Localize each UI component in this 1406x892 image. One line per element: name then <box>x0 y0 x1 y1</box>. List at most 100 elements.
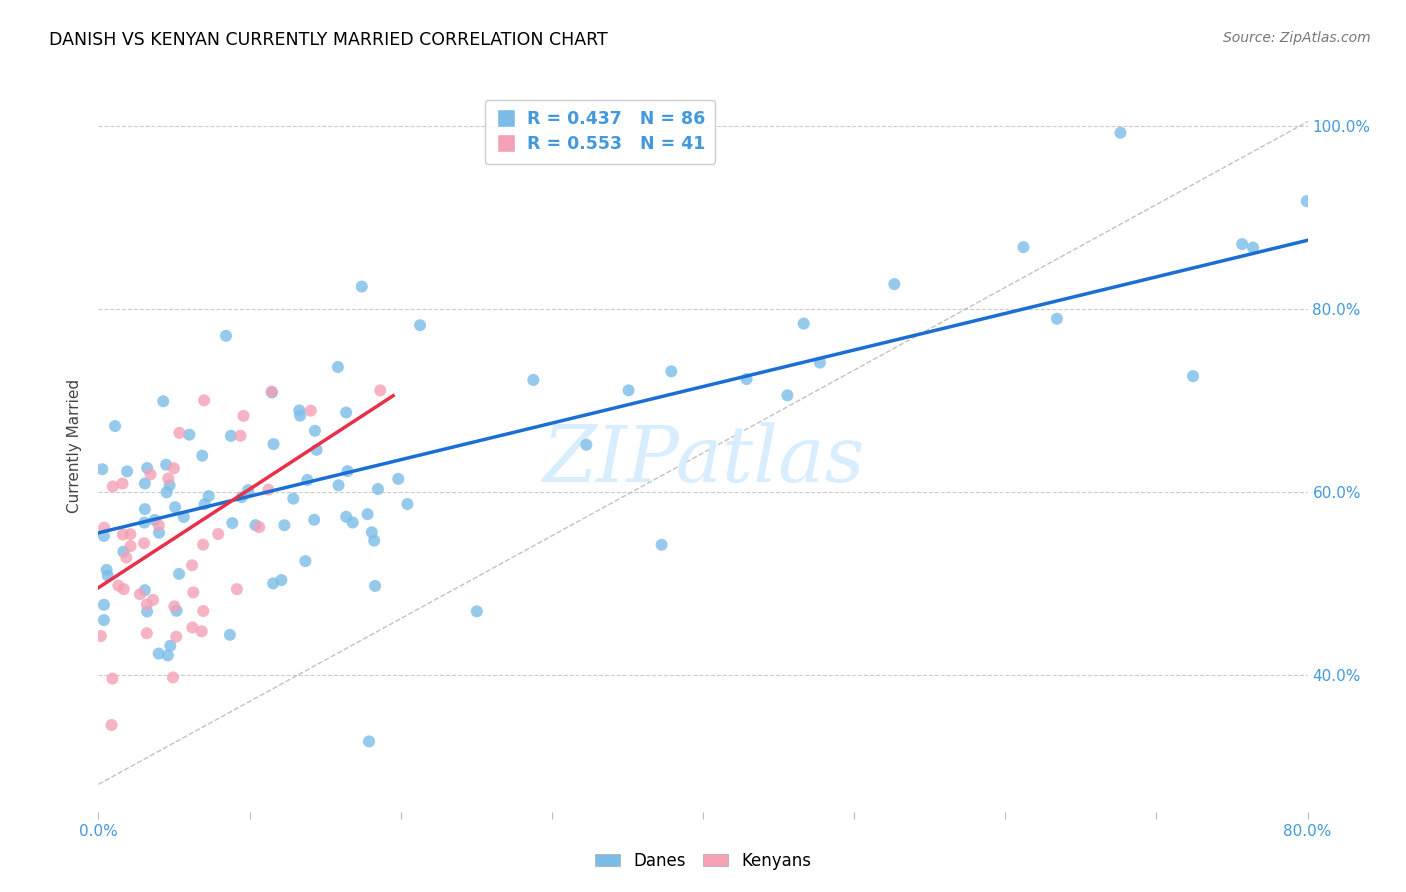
Point <box>148 647 170 661</box>
Point <box>93 613 115 627</box>
Point <box>193 604 215 618</box>
Point <box>368 384 391 398</box>
Point <box>139 467 162 482</box>
Point <box>229 428 252 442</box>
Point <box>100 718 122 732</box>
Point <box>167 566 190 581</box>
Point <box>245 518 267 533</box>
Point <box>288 403 311 417</box>
Point <box>367 482 389 496</box>
Point <box>1046 311 1069 326</box>
Point <box>302 513 325 527</box>
Point <box>165 500 187 515</box>
Text: Source: ZipAtlas.com: Source: ZipAtlas.com <box>1223 31 1371 45</box>
Point <box>575 438 598 452</box>
Point <box>136 605 159 619</box>
Point <box>328 478 350 492</box>
Point <box>218 628 240 642</box>
Point <box>231 490 253 504</box>
Point <box>101 479 124 493</box>
Text: ZIPatlas: ZIPatlas <box>541 423 865 499</box>
Point <box>93 521 115 535</box>
Point <box>363 533 385 548</box>
Point <box>101 672 124 686</box>
Point <box>1241 241 1264 255</box>
Point <box>260 384 283 399</box>
Point <box>143 513 166 527</box>
Point <box>97 568 120 582</box>
Point <box>335 405 357 419</box>
Legend: R = 0.437   N = 86, R = 0.553   N = 41: R = 0.437 N = 86, R = 0.553 N = 41 <box>485 100 716 164</box>
Point <box>304 424 326 438</box>
Point <box>163 599 186 614</box>
Point <box>1182 369 1205 384</box>
Point <box>193 497 215 511</box>
Point <box>207 527 229 541</box>
Point <box>152 394 174 409</box>
Point <box>132 536 155 550</box>
Point <box>159 639 181 653</box>
Point <box>1230 237 1253 252</box>
Point <box>776 388 799 402</box>
Point <box>270 573 292 587</box>
Y-axis label: Currently Married: Currently Married <box>67 379 83 513</box>
Point <box>162 670 184 684</box>
Point <box>163 461 186 475</box>
Point <box>135 598 157 612</box>
Point <box>156 648 179 663</box>
Point <box>335 509 357 524</box>
Point <box>115 550 138 565</box>
Point <box>247 520 270 534</box>
Point <box>326 359 349 374</box>
Point <box>808 356 831 370</box>
Point <box>91 462 114 476</box>
Point <box>179 427 201 442</box>
Point <box>112 582 135 596</box>
Point <box>221 516 243 530</box>
Point <box>134 502 156 516</box>
Point <box>148 525 170 540</box>
Point <box>356 507 378 521</box>
Point <box>181 558 204 573</box>
Point <box>129 587 152 601</box>
Text: DANISH VS KENYAN CURRENTLY MARRIED CORRELATION CHART: DANISH VS KENYAN CURRENTLY MARRIED CORRE… <box>49 31 607 49</box>
Point <box>336 464 359 478</box>
Point <box>191 449 214 463</box>
Point <box>169 425 191 440</box>
Point <box>294 554 316 568</box>
Point <box>111 476 134 491</box>
Point <box>142 593 165 607</box>
Point <box>299 403 322 417</box>
Point <box>104 419 127 434</box>
Point <box>1295 194 1317 209</box>
Point <box>522 373 544 387</box>
Legend: Danes, Kenyans: Danes, Kenyans <box>589 846 817 877</box>
Point <box>115 464 138 478</box>
Point <box>136 461 159 475</box>
Point <box>465 604 488 618</box>
Point <box>193 393 215 408</box>
Point <box>883 277 905 292</box>
Point <box>357 734 380 748</box>
Point <box>350 279 373 293</box>
Point <box>283 491 305 506</box>
Point <box>342 516 364 530</box>
Point <box>166 604 188 618</box>
Point <box>111 527 134 541</box>
Point <box>159 478 181 492</box>
Point <box>173 510 195 524</box>
Point <box>155 458 177 472</box>
Point <box>387 472 409 486</box>
Point <box>297 473 319 487</box>
Point <box>260 385 283 400</box>
Point <box>232 409 254 423</box>
Point <box>651 538 673 552</box>
Point <box>120 539 142 553</box>
Point <box>120 527 142 541</box>
Point <box>181 585 204 599</box>
Point <box>238 483 260 497</box>
Point <box>409 318 432 333</box>
Point <box>165 630 187 644</box>
Point <box>257 483 280 497</box>
Point <box>360 525 382 540</box>
